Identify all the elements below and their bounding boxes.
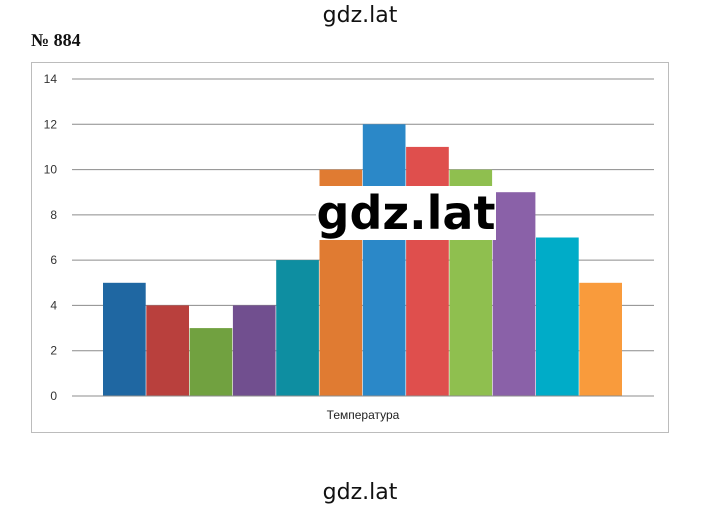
- y-tick-label: 4: [50, 298, 57, 312]
- y-tick-label: 6: [50, 253, 57, 267]
- bar: [146, 305, 189, 396]
- problem-number: № 884: [31, 30, 81, 50]
- bar: [362, 124, 406, 397]
- bar: [103, 282, 146, 396]
- bar: [276, 260, 319, 396]
- watermark-center: gdz.lat: [316, 186, 496, 240]
- y-tick-label: 2: [50, 344, 57, 358]
- bar: [579, 282, 622, 396]
- watermark-bottom: gdz.lat: [322, 480, 398, 505]
- bar: [232, 305, 276, 396]
- bar-chart: 0 2 4 6 8 10 12 14 Температура: [44, 72, 654, 422]
- y-axis-tick-labels: 0 2 4 6 8 10 12 14: [44, 72, 58, 403]
- y-tick-label: 8: [50, 208, 57, 222]
- bar: [189, 328, 233, 396]
- y-tick-label: 12: [44, 117, 58, 131]
- watermark-top: gdz.lat: [322, 3, 398, 28]
- y-tick-label: 14: [44, 72, 58, 86]
- bar: [406, 146, 449, 396]
- bars: [103, 124, 622, 397]
- bar: [536, 237, 579, 396]
- y-tick-label: 10: [44, 163, 58, 177]
- x-axis-title: Температура: [327, 408, 400, 422]
- y-tick-label: 0: [50, 389, 57, 403]
- chart-frame: 0 2 4 6 8 10 12 14 Температура: [31, 62, 669, 433]
- bar: [492, 192, 536, 396]
